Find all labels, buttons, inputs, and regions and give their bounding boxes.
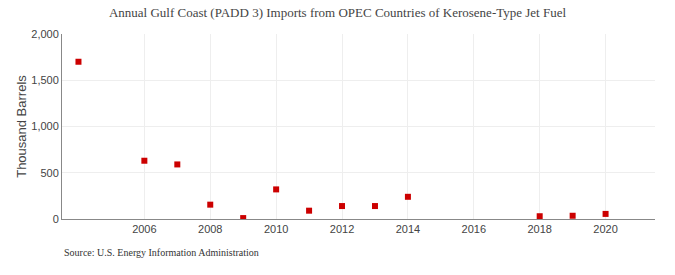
svg-text:1,000: 1,000 <box>31 120 59 132</box>
svg-text:2018: 2018 <box>527 223 551 235</box>
svg-text:2014: 2014 <box>396 223 420 235</box>
svg-text:2012: 2012 <box>330 223 354 235</box>
svg-text:2016: 2016 <box>462 223 486 235</box>
svg-text:Annual Gulf Coast (PADD 3) Imp: Annual Gulf Coast (PADD 3) Imports from … <box>109 5 567 20</box>
svg-text:Source: U.S. Energy Informatio: Source: U.S. Energy Information Administ… <box>64 247 259 258</box>
svg-text:2008: 2008 <box>198 223 222 235</box>
svg-text:0: 0 <box>53 213 59 225</box>
svg-text:Thousand Barrels: Thousand Barrels <box>14 75 29 178</box>
svg-text:2,000: 2,000 <box>31 28 59 40</box>
svg-text:2020: 2020 <box>593 223 617 235</box>
svg-text:2006: 2006 <box>132 223 156 235</box>
svg-text:2010: 2010 <box>264 223 288 235</box>
svg-text:500: 500 <box>40 167 58 179</box>
svg-text:1,500: 1,500 <box>31 74 59 86</box>
